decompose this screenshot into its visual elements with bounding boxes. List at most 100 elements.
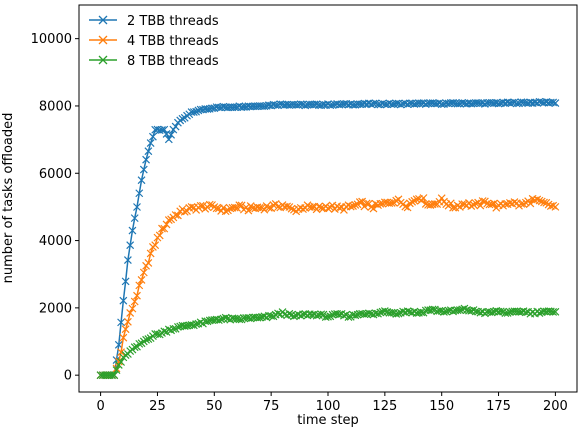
data-point-marker <box>160 224 169 233</box>
data-point-marker <box>403 203 412 212</box>
data-point-marker <box>403 307 412 316</box>
data-point-marker <box>246 314 255 323</box>
data-point-marker <box>396 100 405 109</box>
data-point-marker <box>324 312 332 321</box>
data-point-marker <box>167 326 176 335</box>
data-point-marker <box>221 207 230 216</box>
data-point-marker <box>203 317 212 326</box>
data-point-marker <box>380 307 389 315</box>
data-point-marker <box>169 324 178 333</box>
data-point-marker <box>537 197 546 206</box>
data-point-marker <box>339 311 348 320</box>
data-point-marker <box>296 100 305 109</box>
y-tick-label: 0 <box>64 369 72 384</box>
data-point-marker <box>130 343 139 352</box>
data-point-marker <box>135 189 144 198</box>
x-axis-label: time step <box>297 413 359 428</box>
data-point-marker <box>499 307 508 316</box>
data-point-marker <box>153 330 162 338</box>
y-tick-label: 8000 <box>39 99 72 114</box>
data-point-marker <box>517 199 526 208</box>
data-point-marker <box>494 99 503 108</box>
data-point-marker <box>403 100 412 109</box>
data-point-marker <box>358 197 367 206</box>
data-point-marker <box>135 281 144 290</box>
data-point-marker <box>230 103 239 112</box>
data-point-marker <box>212 204 221 213</box>
data-point-marker <box>151 241 160 250</box>
data-point-marker <box>135 339 144 348</box>
data-point-marker <box>119 296 128 305</box>
data-point-marker <box>392 196 401 205</box>
x-tick-label: 200 <box>543 399 568 414</box>
data-point-marker <box>137 176 146 185</box>
y-axis-ticks: 0 2000 4000 6000 8000 10000 <box>31 32 79 384</box>
data-point-marker <box>501 200 510 208</box>
data-point-marker <box>437 194 446 203</box>
data-point-marker <box>421 199 430 208</box>
data-point-marker <box>535 196 544 205</box>
data-point-marker <box>146 139 155 148</box>
data-point-marker <box>267 311 276 320</box>
data-point-marker <box>521 308 530 317</box>
data-point-marker <box>490 199 498 208</box>
data-point-marker <box>351 311 360 320</box>
data-point-marker <box>374 201 382 210</box>
legend-marker <box>98 35 108 45</box>
data-point-marker <box>328 101 337 109</box>
data-point-marker <box>289 312 298 321</box>
data-point-marker <box>137 276 146 284</box>
data-point-marker <box>549 308 558 316</box>
legend-label: 4 TBB threads <box>127 34 219 49</box>
data-point-marker <box>235 315 244 324</box>
data-point-marker <box>230 203 239 212</box>
x-tick-label: 50 <box>206 399 223 414</box>
data-point-marker <box>133 291 141 300</box>
plot-area <box>78 4 578 393</box>
data-point-marker <box>535 309 544 317</box>
data-point-marker <box>192 107 201 116</box>
x-tick-label: 125 <box>372 399 397 414</box>
series-2 <box>96 194 560 380</box>
data-point-marker <box>421 100 430 109</box>
data-point-marker <box>287 204 296 213</box>
data-point-marker <box>512 99 521 108</box>
data-point-marker <box>189 321 198 330</box>
data-point-marker <box>487 200 496 209</box>
data-point-marker <box>408 197 417 206</box>
data-point-marker <box>117 358 125 366</box>
data-point-marker <box>360 310 369 319</box>
data-point-marker <box>196 318 205 327</box>
data-point-marker <box>435 99 444 107</box>
data-point-marker <box>208 104 216 113</box>
data-point-marker <box>285 309 294 318</box>
data-point-marker <box>192 320 201 328</box>
data-point-marker <box>317 203 326 212</box>
y-tick-label: 6000 <box>39 167 72 182</box>
x-tick-label: 25 <box>149 399 166 414</box>
x-tick-label: 150 <box>429 399 454 414</box>
data-point-marker <box>324 204 332 213</box>
series-layer <box>96 97 560 380</box>
data-point-marker <box>171 122 180 131</box>
data-point-marker <box>549 201 558 210</box>
data-point-marker <box>308 203 317 212</box>
data-point-marker <box>210 203 219 211</box>
data-point-marker <box>160 125 169 134</box>
data-point-marker <box>189 108 198 117</box>
data-point-marker <box>435 306 444 315</box>
x-tick-label: 0 <box>96 399 104 414</box>
data-point-marker <box>496 307 505 316</box>
data-point-marker <box>471 199 480 208</box>
data-point-marker <box>173 323 182 331</box>
data-point-marker <box>117 318 125 327</box>
x-axis-ticks: 0 25 50 75 100 125 150 175 200 <box>96 392 568 414</box>
data-point-marker <box>130 214 139 223</box>
data-point-marker <box>365 309 373 318</box>
data-point-marker <box>269 201 278 209</box>
data-point-marker <box>412 195 421 204</box>
data-point-marker <box>133 203 141 211</box>
data-point-marker <box>219 203 228 212</box>
data-point-marker <box>117 348 125 357</box>
